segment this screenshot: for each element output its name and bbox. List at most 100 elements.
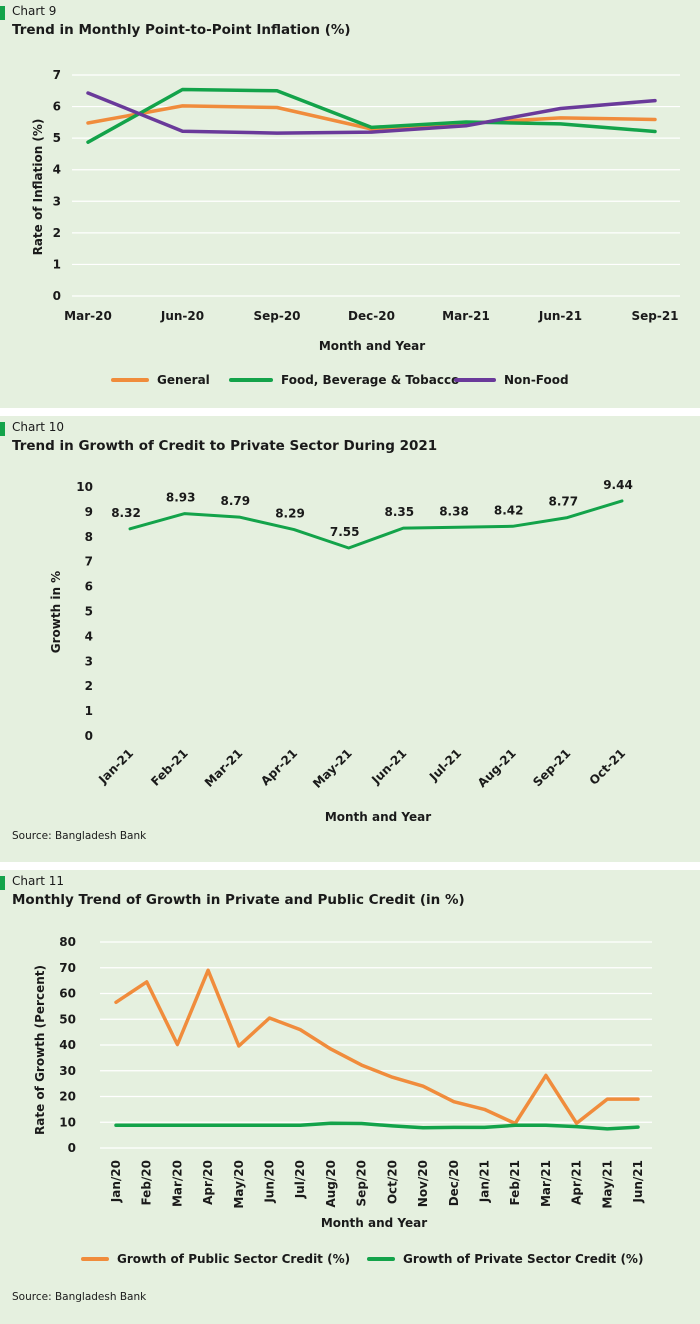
chart-11-panel: Chart 11 Monthly Trend of Growth in Priv… — [0, 870, 700, 1324]
y-tick-label: 7 — [53, 68, 61, 82]
y-tick-label: 5 — [53, 131, 61, 145]
y-tick-label: 60 — [59, 987, 76, 1001]
legend-label: Non-Food — [504, 373, 569, 387]
x-tick-label: May-21 — [310, 746, 355, 791]
chart-9-label: Chart 9 — [12, 4, 57, 18]
legend-label: Growth of Public Sector Credit (%) — [117, 1252, 350, 1266]
x-tick-label: Sep/20 — [355, 1160, 369, 1206]
x-tick-label: Feb/21 — [508, 1160, 522, 1206]
chart-11-plot: 0 10 20 30 40 50 60 70 80 Jan/20 Feb/20 Mar/20 Apr/2… — [33, 935, 652, 1266]
x-tick-label: Oct-21 — [587, 746, 629, 788]
x-tick-label: Jun/20 — [263, 1160, 277, 1204]
chart-10-label: Chart 10 — [12, 420, 65, 434]
chart-11-marker — [0, 876, 5, 890]
x-tick-label: Feb-21 — [148, 746, 191, 789]
x-tick-label: Apr/21 — [570, 1160, 584, 1205]
x-tick-label: Jun-21 — [368, 746, 409, 787]
x-tick-label: Mar-20 — [64, 309, 112, 323]
series-line — [128, 499, 624, 550]
y-tick-label: 0 — [85, 729, 93, 743]
data-label: 8.42 — [494, 503, 524, 517]
y-tick-label: 8 — [85, 530, 93, 544]
y-tick-label: 1 — [85, 704, 93, 718]
data-label: 8.35 — [385, 505, 415, 519]
data-label: 8.32 — [111, 506, 141, 520]
x-tick-label: Jan/21 — [477, 1160, 491, 1203]
series-line — [86, 91, 657, 135]
y-tick-label: 2 — [85, 679, 93, 693]
x-axis-title: Month and Year — [319, 339, 425, 353]
x-tick-label: Mar/20 — [170, 1160, 184, 1207]
x-tick-label: Jul/20 — [293, 1160, 307, 1199]
data-label: 8.77 — [549, 495, 579, 509]
chart-10-title: Trend in Growth of Credit to Private Sec… — [12, 438, 438, 454]
y-tick-label: 10 — [59, 1115, 76, 1129]
chart-10-marker — [0, 422, 5, 436]
series-line — [114, 968, 640, 1126]
chart-11-title: Monthly Trend of Growth in Private and P… — [12, 892, 465, 908]
y-tick-label: 2 — [53, 226, 61, 240]
y-tick-label: 4 — [53, 163, 61, 177]
chart-9-title: Trend in Monthly Point-to-Point Inflatio… — [12, 22, 351, 38]
x-tick-label: May/20 — [232, 1160, 246, 1209]
x-tick-label: Nov/20 — [416, 1160, 430, 1207]
y-tick-label: 7 — [85, 555, 93, 569]
data-label: 8.29 — [275, 507, 305, 521]
chart-10-source: Source: Bangladesh Bank — [12, 830, 147, 842]
x-tick-label: Jan-21 — [95, 746, 136, 787]
y-axis-title: Rate of Inflation (%) — [31, 119, 45, 256]
x-tick-label: Oct/20 — [385, 1160, 399, 1204]
x-tick-label: Aug-21 — [475, 746, 519, 790]
chart-10-panel: Chart 10 Trend in Growth of Credit to Pr… — [0, 416, 700, 862]
x-tick-label: Jun-21 — [538, 309, 582, 323]
y-tick-label: 3 — [53, 194, 61, 208]
data-label: 7.55 — [330, 525, 360, 539]
x-tick-label: Dec-20 — [348, 309, 395, 323]
y-tick-label: 6 — [53, 100, 61, 114]
y-axis-title: Rate of Growth (Percent) — [33, 965, 47, 1135]
x-tick-label: Feb/20 — [140, 1160, 154, 1206]
x-tick-label: Mar-21 — [202, 746, 246, 790]
y-tick-label: 20 — [59, 1090, 76, 1104]
chart-9-marker — [0, 6, 5, 20]
x-tick-label: Sep-20 — [253, 309, 300, 323]
y-tick-label: 0 — [53, 289, 61, 303]
x-tick-label: Jun/21 — [631, 1160, 645, 1204]
y-tick-label: 1 — [53, 257, 61, 271]
chart-10-plot: 0 1 2 3 4 5 6 7 8 9 10 Jan-21 Feb-21 Mar-21 Apr-21 May-… — [49, 478, 633, 824]
legend-label: Food, Beverage & Tobacco — [281, 373, 459, 387]
series-line — [114, 1121, 640, 1131]
chart-9-panel: Chart 9 Trend in Monthly Point-to-Point … — [0, 0, 700, 408]
y-axis-title: Growth in % — [49, 571, 63, 653]
y-tick-label: 80 — [59, 935, 76, 949]
x-tick-label: Sep-21 — [530, 746, 573, 789]
y-tick-label: 9 — [85, 505, 93, 519]
y-tick-label: 6 — [85, 580, 93, 594]
data-label: 8.93 — [166, 491, 196, 505]
data-label: 9.44 — [603, 478, 633, 492]
x-tick-label: Jan/20 — [109, 1160, 123, 1203]
x-axis-title: Month and Year — [325, 810, 431, 824]
x-tick-label: Jun-20 — [160, 309, 204, 323]
x-tick-label: Mar-21 — [442, 309, 490, 323]
y-tick-label: 70 — [59, 961, 76, 975]
y-tick-label: 10 — [76, 480, 93, 494]
y-tick-label: 30 — [59, 1064, 76, 1078]
chart-9-plot: 0 1 2 3 4 5 6 7 Mar-20 Jun-20 Sep-20 Dec-20 Mar-21 Ju… — [31, 68, 680, 387]
series-line — [86, 87, 657, 144]
y-tick-label: 5 — [85, 605, 93, 619]
x-tick-label: Dec/20 — [447, 1160, 461, 1206]
y-tick-label: 50 — [59, 1012, 76, 1026]
y-tick-label: 4 — [85, 629, 93, 643]
y-tick-label: 0 — [68, 1141, 76, 1155]
x-tick-label: Sep-21 — [631, 309, 678, 323]
legend-label: General — [157, 373, 210, 387]
y-tick-label: 40 — [59, 1038, 76, 1052]
x-tick-label: Apr/20 — [201, 1160, 215, 1205]
x-tick-label: Jul-21 — [426, 746, 464, 784]
legend-label: Growth of Private Sector Credit (%) — [403, 1252, 643, 1266]
chart-11-source: Source: Bangladesh Bank — [12, 1291, 147, 1303]
x-axis-title: Month and Year — [321, 1216, 427, 1230]
chart-11-label: Chart 11 — [12, 874, 65, 888]
x-tick-label: Mar/21 — [539, 1160, 553, 1207]
